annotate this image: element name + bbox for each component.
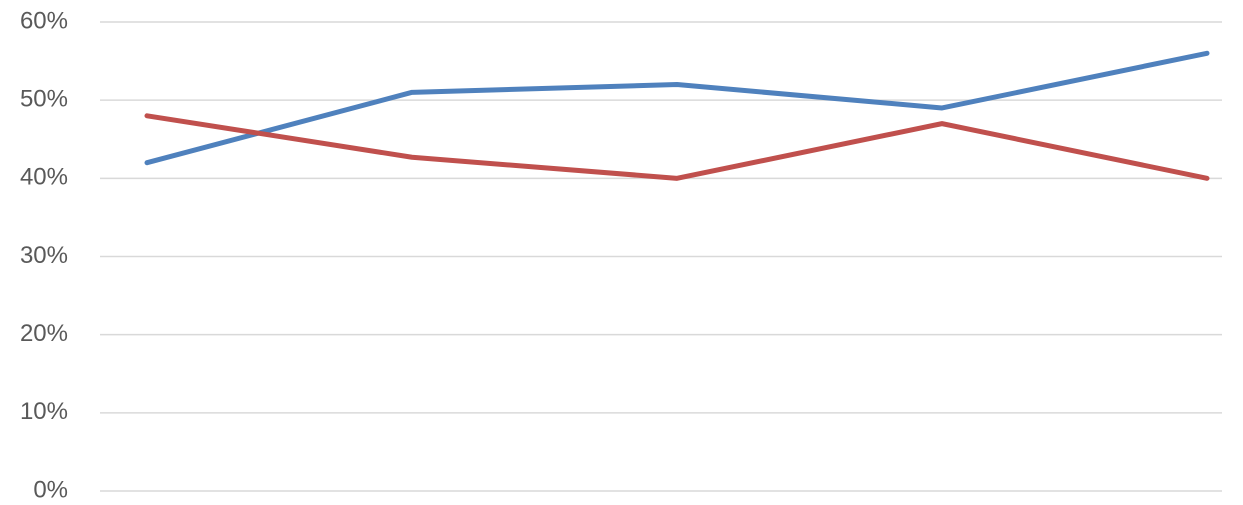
line-series — [144, 113, 1210, 181]
y-tick-label: 10% — [20, 398, 68, 425]
y-tick-label: 40% — [20, 164, 68, 191]
y-tick-label: 20% — [20, 320, 68, 347]
y-tick-label: 50% — [20, 86, 68, 113]
line-series — [144, 50, 1210, 166]
y-tick-label: 0% — [33, 476, 68, 503]
y-tick-label: 60% — [20, 7, 68, 34]
y-tick-label: 30% — [20, 242, 68, 269]
